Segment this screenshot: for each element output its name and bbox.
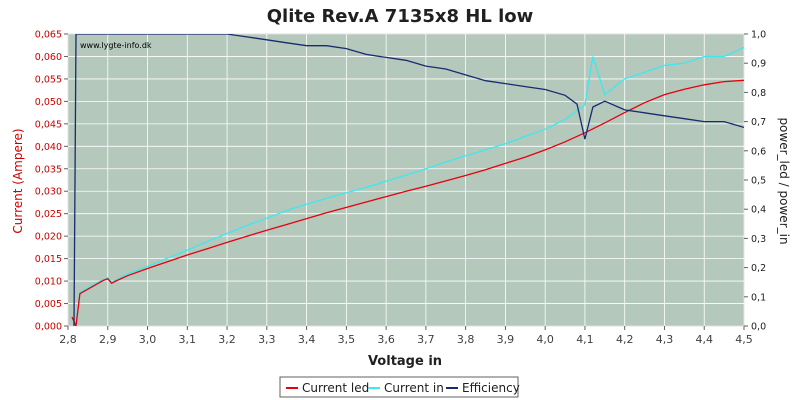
y-tick-label: 0,005 [35, 299, 62, 310]
y2-tick-label: 0,9 [751, 59, 766, 70]
y-tick-label: 0,060 [35, 52, 62, 63]
series-line-current-led [71, 79, 744, 326]
y-axis-right-label: power_led / power_in [777, 117, 791, 244]
y2-tick-label: 0,1 [751, 292, 766, 303]
watermark: www.lygte-info.dk [80, 41, 152, 50]
x-axis-label: Voltage in [368, 354, 442, 369]
y-tick-label: 0,010 [35, 277, 62, 288]
y-tick-label: 0,040 [35, 142, 62, 153]
x-tick-label: 2,8 [59, 333, 77, 346]
x-tick-label: 3,5 [338, 333, 356, 346]
y-axis-right-ticks: 0,0 0,1 0,2 0,3 0,4 0,5 0,6 0,7 0,8 0,9 1,0 [744, 30, 766, 333]
x-tick-label: 3,4 [298, 333, 316, 346]
y-tick-label: 0,000 [35, 322, 62, 333]
y2-tick-label: 0,4 [751, 205, 766, 216]
plot-background [67, 33, 745, 327]
legend-label-current-led: Current led [302, 381, 369, 395]
y-tick-label: 0,045 [35, 119, 62, 130]
y-axis-left-ticks: 0,000 0,005 0,010 0,015 0,020 0,025 0,030 0,035… [35, 30, 68, 333]
y2-tick-label: 0,5 [751, 176, 766, 187]
series-layer [71, 34, 744, 326]
x-tick-label: 4,5 [735, 333, 753, 346]
x-tick-label: 4,0 [536, 333, 554, 346]
x-tick-label: 4,1 [576, 333, 594, 346]
x-tick-label: 3,9 [497, 333, 515, 346]
x-tick-label: 4,2 [616, 333, 634, 346]
y2-tick-label: 0,0 [751, 322, 766, 333]
x-tick-label: 3,6 [377, 333, 395, 346]
y-tick-label: 0,015 [35, 254, 62, 265]
y-tick-label: 0,050 [35, 97, 62, 108]
legend: Current led Current in Efficiency [279, 376, 520, 398]
y2-tick-label: 0,6 [751, 146, 766, 157]
plot-area [67, 33, 745, 327]
x-tick-label: 3,3 [258, 333, 276, 346]
legend-label-efficiency: Efficiency [462, 381, 520, 395]
y-axis-left-label: Current (Ampere) [11, 128, 25, 233]
x-tick-label: 3,1 [179, 333, 197, 346]
x-tick-label: 3,8 [457, 333, 475, 346]
y-tick-label: 0,035 [35, 164, 62, 175]
chart-title: Qlite Rev.A 7135x8 HL low [267, 6, 534, 27]
x-tick-label: 3,2 [218, 333, 236, 346]
y2-tick-label: 0,8 [751, 88, 766, 99]
y-tick-label: 0,020 [35, 232, 62, 243]
x-tick-label: 3,0 [139, 333, 157, 346]
y-tick-label: 0,065 [35, 30, 62, 41]
series-line-efficiency [73, 34, 744, 326]
x-tick-label: 2,9 [99, 333, 117, 346]
y2-tick-label: 0,7 [751, 117, 766, 128]
y2-tick-label: 1,0 [751, 30, 766, 41]
legend-box [279, 376, 519, 398]
y-tick-label: 0,030 [35, 187, 62, 198]
y-tick-label: 0,055 [35, 74, 62, 85]
legend-label-current-in: Current in [384, 381, 444, 395]
x-tick-label: 4,4 [695, 333, 713, 346]
y2-tick-label: 0,2 [751, 263, 766, 274]
x-tick-label: 4,3 [656, 333, 674, 346]
y2-tick-label: 0,3 [751, 234, 766, 245]
x-tick-label: 3,7 [417, 333, 435, 346]
y-tick-label: 0,025 [35, 209, 62, 220]
x-axis-ticks: 2,8 2,9 3,0 3,1 3,2 3,3 3,4 3,5 3,6 3,7 3,8 3,9 4,0 4… [59, 326, 753, 346]
